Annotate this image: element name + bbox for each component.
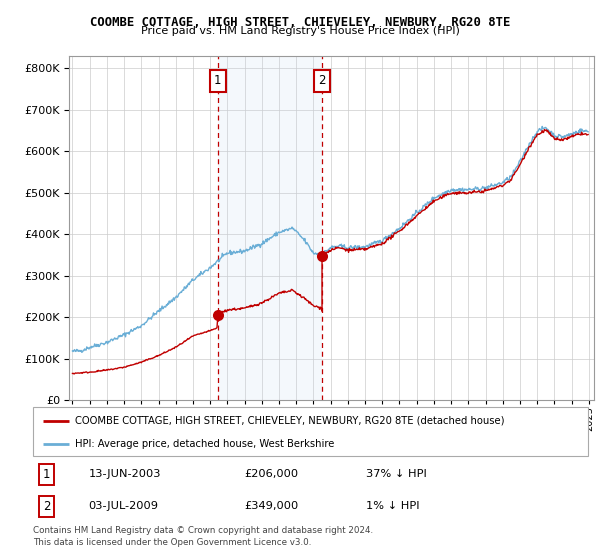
FancyBboxPatch shape <box>33 407 588 456</box>
Text: 2: 2 <box>318 74 326 87</box>
Text: £349,000: £349,000 <box>244 501 298 511</box>
Text: Contains HM Land Registry data © Crown copyright and database right 2024.
This d: Contains HM Land Registry data © Crown c… <box>33 526 373 547</box>
Text: COOMBE COTTAGE, HIGH STREET, CHIEVELEY, NEWBURY, RG20 8TE (detached house): COOMBE COTTAGE, HIGH STREET, CHIEVELEY, … <box>74 416 504 426</box>
Bar <box>218 56 322 400</box>
Text: Price paid vs. HM Land Registry's House Price Index (HPI): Price paid vs. HM Land Registry's House … <box>140 26 460 36</box>
Text: £206,000: £206,000 <box>244 469 298 479</box>
Text: 37% ↓ HPI: 37% ↓ HPI <box>366 469 427 479</box>
Text: 1: 1 <box>214 74 221 87</box>
Text: 13-JUN-2003: 13-JUN-2003 <box>89 469 161 479</box>
Text: 1: 1 <box>43 468 50 480</box>
Text: 2: 2 <box>43 500 50 513</box>
Text: 1% ↓ HPI: 1% ↓ HPI <box>366 501 419 511</box>
Text: COOMBE COTTAGE, HIGH STREET, CHIEVELEY, NEWBURY, RG20 8TE: COOMBE COTTAGE, HIGH STREET, CHIEVELEY, … <box>90 16 510 29</box>
Text: HPI: Average price, detached house, West Berkshire: HPI: Average price, detached house, West… <box>74 439 334 449</box>
Text: 03-JUL-2009: 03-JUL-2009 <box>89 501 158 511</box>
